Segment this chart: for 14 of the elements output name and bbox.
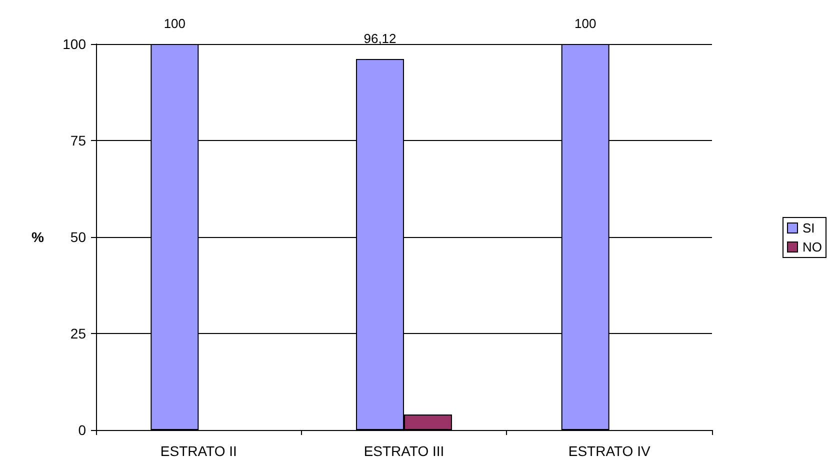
y-axis-title: % — [32, 229, 45, 245]
y-tick-label: 25 — [70, 326, 86, 342]
legend-label: NO — [802, 240, 822, 254]
y-tick-label: 50 — [70, 229, 86, 245]
y-tick-label: 0 — [78, 422, 86, 438]
x-tick-label: ESTRATO III — [364, 443, 444, 459]
data-label: 100 — [574, 16, 596, 31]
legend-label: SI — [802, 220, 815, 236]
data-label: 96,12 — [364, 30, 396, 46]
y-tick-label: 75 — [70, 132, 86, 148]
x-tick-label: ESTRATO II — [160, 443, 237, 459]
data-label: 100 — [164, 16, 186, 31]
x-tick-label: ESTRATO IV — [568, 443, 651, 459]
y-tick-label: 100 — [62, 36, 86, 52]
